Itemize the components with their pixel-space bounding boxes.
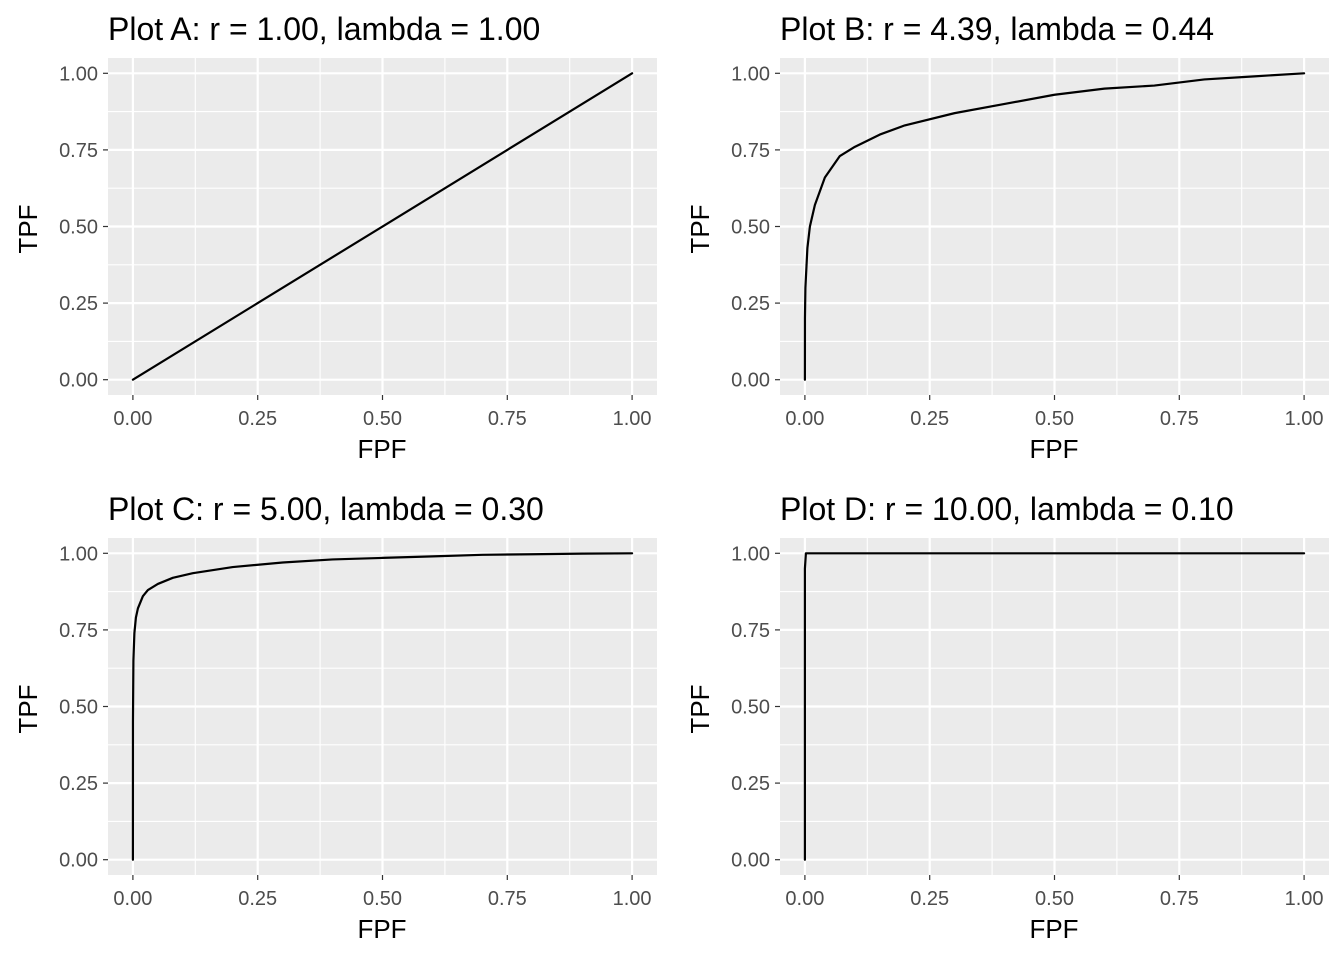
y-tick-label: 1.00 xyxy=(731,543,770,565)
panel-d-ticks: 0.00 0.25 0.50 0.75 1.00 0.00 0.25 0.50 0.75 1.00 xyxy=(731,543,1324,910)
x-tick-label: 0.25 xyxy=(910,888,949,910)
panel-d-title: Plot D: r = 10.00, lambda = 0.10 xyxy=(780,491,1234,527)
panel-a-title: Plot A: r = 1.00, lambda = 1.00 xyxy=(108,11,540,47)
x-tick-label: 1.00 xyxy=(1285,408,1324,430)
x-tick-label: 0.00 xyxy=(785,888,824,910)
y-tick-label: 0.25 xyxy=(59,773,98,795)
panel-a-roc-curve xyxy=(131,72,634,381)
y-tick-label: 0.50 xyxy=(731,697,770,719)
y-tick-label: 0.50 xyxy=(731,217,770,239)
panel-a-x-axis-title: FPF xyxy=(357,434,406,464)
panel-c-ticks: 0.00 0.25 0.50 0.75 1.00 0.00 0.25 0.50 0.75 1.00 xyxy=(59,543,652,910)
panel-c-roc-curve xyxy=(131,552,634,861)
x-tick-label: 0.00 xyxy=(785,408,824,430)
panel-a-y-axis-title: TPF xyxy=(13,204,43,253)
panel-b: Plot B: r = 4.39, lambda = 0.44 0.00 0.25… xyxy=(685,11,1329,464)
y-tick-label: 1.00 xyxy=(59,543,98,565)
y-tick-label: 0.00 xyxy=(59,370,98,392)
x-tick-label: 0.75 xyxy=(1160,888,1199,910)
y-tick-label: 0.00 xyxy=(731,370,770,392)
x-tick-label: 1.00 xyxy=(613,408,652,430)
panel-c: Plot C: r = 5.00, lambda = 0.30 0.00 0.25… xyxy=(13,491,657,944)
y-tick-label: 0.25 xyxy=(731,293,770,315)
x-tick-label: 0.50 xyxy=(363,408,402,430)
panel-a-ticks: 0.00 0.25 0.50 0.75 1.00 0.00 0.25 0.50 0.75 1.00 xyxy=(59,63,652,430)
x-tick-label: 0.25 xyxy=(238,888,277,910)
panel-d-roc-curve xyxy=(803,552,1306,861)
y-tick-label: 1.00 xyxy=(731,63,770,85)
y-tick-label: 1.00 xyxy=(59,63,98,85)
panel-c-title: Plot C: r = 5.00, lambda = 0.30 xyxy=(108,491,544,527)
panel-c-y-axis-title: TPF xyxy=(13,684,43,733)
y-tick-label: 0.50 xyxy=(59,217,98,239)
x-tick-label: 0.00 xyxy=(113,888,152,910)
panel-b-x-axis-title: FPF xyxy=(1029,434,1078,464)
y-tick-label: 0.75 xyxy=(59,140,98,162)
panel-d-grid xyxy=(780,538,1329,875)
y-tick-label: 0.00 xyxy=(59,850,98,872)
panel-a: Plot A: r = 1.00, lambda = 1.00 0.00 0.25… xyxy=(13,11,657,464)
x-tick-label: 0.75 xyxy=(1160,408,1199,430)
x-tick-label: 0.25 xyxy=(910,408,949,430)
y-tick-label: 0.75 xyxy=(731,620,770,642)
x-tick-label: 0.50 xyxy=(363,888,402,910)
x-tick-label: 1.00 xyxy=(613,888,652,910)
x-tick-label: 0.75 xyxy=(488,888,527,910)
y-tick-label: 0.50 xyxy=(59,697,98,719)
x-tick-label: 0.00 xyxy=(113,408,152,430)
x-tick-label: 0.75 xyxy=(488,408,527,430)
y-tick-label: 0.00 xyxy=(731,850,770,872)
panel-c-x-axis-title: FPF xyxy=(357,914,406,944)
y-tick-label: 0.25 xyxy=(731,773,770,795)
panel-d-x-axis-title: FPF xyxy=(1029,914,1078,944)
panel-b-roc-curve xyxy=(803,72,1306,381)
panel-b-title: Plot B: r = 4.39, lambda = 0.44 xyxy=(780,11,1214,47)
y-tick-label: 0.75 xyxy=(731,140,770,162)
panel-d-y-axis-title: TPF xyxy=(685,684,715,733)
x-tick-label: 0.25 xyxy=(238,408,277,430)
y-tick-label: 0.25 xyxy=(59,293,98,315)
panel-d: Plot D: r = 10.00, lambda = 0.10 0.00 0.2… xyxy=(685,491,1329,944)
x-tick-label: 1.00 xyxy=(1285,888,1324,910)
x-tick-label: 0.50 xyxy=(1035,408,1074,430)
y-tick-label: 0.75 xyxy=(59,620,98,642)
panel-b-ticks: 0.00 0.25 0.50 0.75 1.00 0.00 0.25 0.50 0.75 1.00 xyxy=(731,63,1324,430)
panel-b-y-axis-title: TPF xyxy=(685,204,715,253)
x-tick-label: 0.50 xyxy=(1035,888,1074,910)
